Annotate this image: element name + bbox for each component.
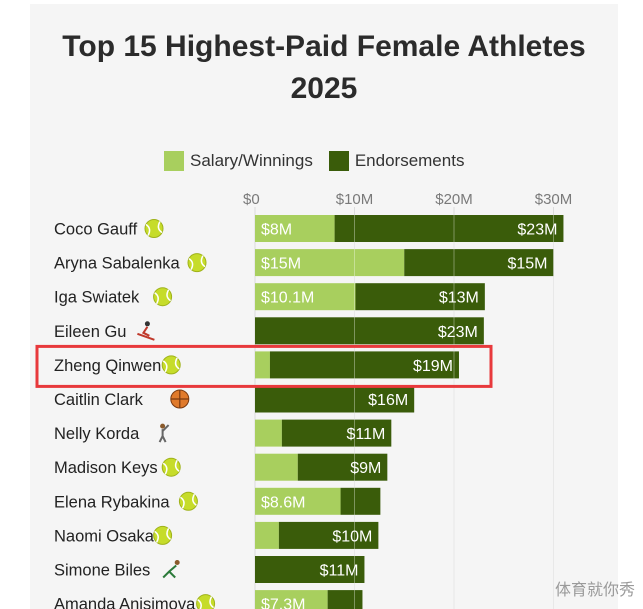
tennis-ball-icon: [144, 219, 164, 238]
bar-value-label: $10.1M: [261, 290, 314, 307]
category-label: Elena Rybakina: [54, 493, 170, 511]
bar-salary: [255, 419, 282, 447]
bar-value-label: $19M: [413, 358, 453, 375]
category-label: Nelly Korda: [54, 425, 140, 443]
tennis-ball-icon: [153, 287, 173, 307]
bar-salary: [255, 487, 341, 515]
bar-value-label: $23M: [438, 324, 478, 341]
bar-value-label: $15M: [507, 256, 547, 273]
legend-label-endorsements: Endorsements: [354, 151, 465, 170]
bar-salary: [255, 283, 356, 311]
category-label: Eileen Gu: [54, 323, 126, 341]
bar-value-label: $8.6M: [261, 494, 305, 511]
skier-icon: [137, 321, 155, 341]
chart-legend: Salary/Winnings Endorsements: [164, 150, 480, 172]
bar-endorsements: [327, 590, 363, 609]
bar-salary: [255, 351, 270, 379]
legend-label-salary: Salary/Winnings: [190, 151, 313, 170]
legend-swatch-salary: [164, 151, 184, 171]
gymnast-icon: [162, 560, 180, 579]
category-label: Simone Biles: [54, 562, 150, 580]
category-label: Zheng Qinwen: [54, 357, 161, 375]
bar-value-label: $16M: [368, 392, 408, 409]
category-label: Amanda Anisimova: [54, 596, 196, 609]
category-label: Madison Keys: [54, 459, 158, 477]
x-tick-label: $30M: [535, 191, 573, 208]
bar-value-label: $11M: [320, 563, 359, 580]
golfer-icon: [158, 423, 170, 443]
bar-endorsements: [355, 283, 485, 311]
chart-title: Top 15 Highest-Paid Female Athletes 2025: [30, 26, 618, 110]
bar-value-label: $7.3M: [261, 597, 305, 609]
watermark: 体育就你秀: [554, 582, 635, 599]
bar-endorsements: [404, 249, 554, 277]
tennis-ball-icon: [161, 457, 181, 477]
bar-endorsements: [255, 556, 365, 583]
bar-endorsements: [278, 521, 379, 549]
bar-value-label: $8M: [261, 222, 292, 239]
bar-endorsements: [255, 385, 415, 413]
bar-value-label: $15M: [261, 256, 301, 273]
basketball-icon: [170, 389, 190, 409]
tennis-ball-icon: [196, 594, 216, 609]
bar-salary: [255, 249, 405, 277]
bar-value-label: $9M: [350, 460, 381, 477]
bar-endorsements: [334, 215, 564, 242]
bar-salary: [255, 521, 279, 549]
category-label: Iga Swiatek: [54, 289, 140, 307]
tennis-ball-icon: [178, 491, 198, 511]
bar-endorsements: [281, 419, 392, 447]
x-tick-label: $10M: [336, 191, 374, 208]
tennis-ball-icon: [187, 253, 207, 273]
legend-swatch-endorsements: [328, 151, 349, 171]
x-tick-label: $20M: [435, 191, 473, 208]
legend-item-salary: Salary/Winnings: [164, 151, 313, 171]
bar-salary: [255, 453, 298, 481]
legend-item-endorsements: Endorsements: [328, 151, 465, 171]
bar-value-label: $23M: [517, 222, 557, 239]
tennis-ball-icon: [161, 355, 181, 375]
tennis-ball-icon: [153, 525, 173, 545]
bar-value-label: $11M: [346, 426, 385, 443]
bar-endorsements: [255, 317, 484, 345]
bar-endorsements: [340, 487, 381, 515]
highlight-box: [35, 344, 493, 388]
bar-endorsements: [297, 453, 388, 481]
bar-salary: [255, 590, 328, 609]
category-label: Caitlin Clark: [54, 391, 144, 409]
category-label: Naomi Osaka: [54, 527, 155, 545]
bar-value-label: $10M: [332, 528, 372, 545]
category-label: Aryna Sabalenka: [54, 255, 180, 273]
x-tick-label: $0: [243, 191, 260, 208]
category-label: Coco Gauff: [54, 221, 138, 239]
bar-salary: [255, 215, 335, 242]
chart-title-text: Top 15 Highest-Paid Female Athletes 2025: [62, 30, 586, 105]
bar-value-label: $13M: [439, 290, 479, 307]
bar-endorsements: [269, 351, 459, 379]
